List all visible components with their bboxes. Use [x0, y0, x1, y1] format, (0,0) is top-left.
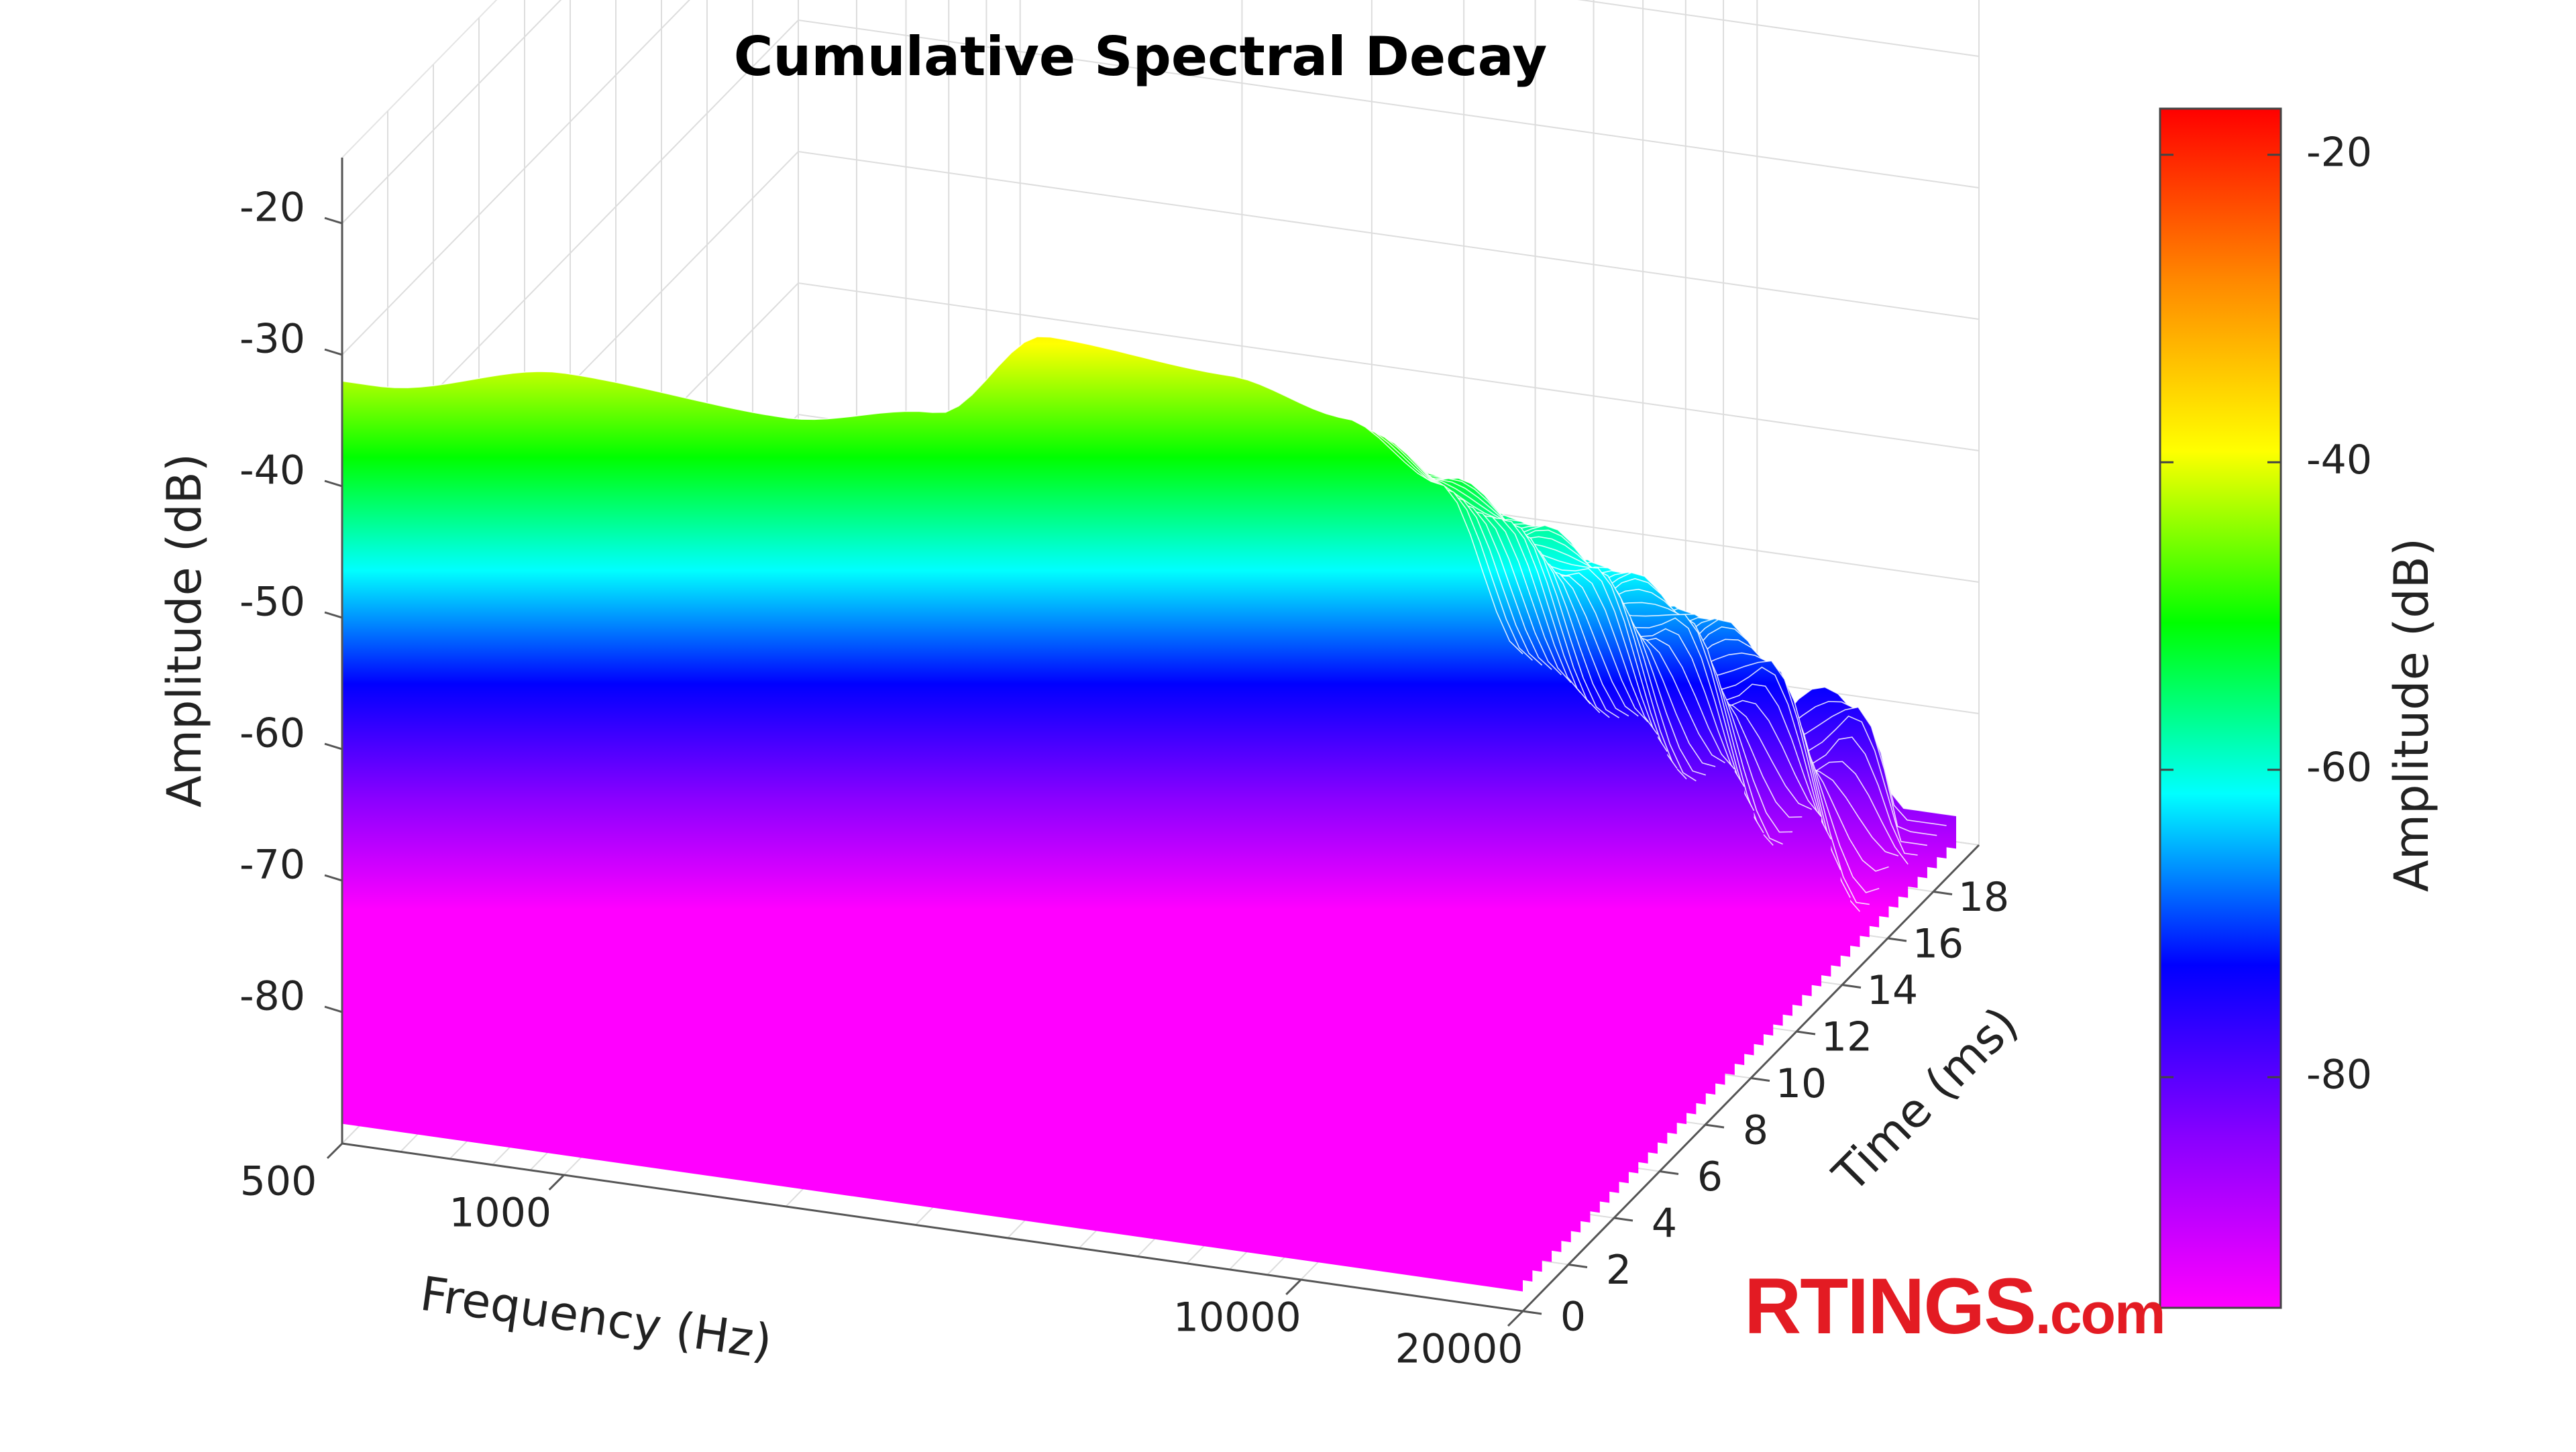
frequency-axis-label: Frequency (Hz)	[417, 1266, 775, 1370]
decay-slice	[342, 336, 1523, 1292]
time-tick-label: 18	[1958, 874, 2009, 921]
colorbar-tick-label: -20	[2306, 129, 2372, 176]
time-tick-label: 6	[1697, 1154, 1723, 1200]
amplitude-axis-label: Amplitude (dB)	[157, 453, 212, 807]
time-tick-label: 14	[1867, 967, 1918, 1014]
time-tick-label: 2	[1606, 1247, 1631, 1294]
chart-title: Cumulative Spectral Decay	[733, 25, 1548, 88]
time-tick-label: 10	[1776, 1060, 1827, 1107]
time-tick-label: 4	[1652, 1200, 1677, 1247]
colorbar: -20 -40 -60 -80 Amplitude (dB)	[2159, 107, 2439, 1309]
time-tick-label: 0	[1560, 1294, 1586, 1341]
time-tick-label: 12	[1821, 1014, 1872, 1061]
amplitude-tick-label: -70	[239, 842, 305, 889]
amplitude-tick-label: -40	[239, 447, 305, 494]
colorbar-gradient	[2159, 107, 2282, 1309]
time-tick-label: 16	[1913, 921, 1964, 968]
amplitude-tick-label: -20	[239, 184, 305, 231]
rtings-logo: RTINGS.com	[1744, 1261, 2166, 1352]
amplitude-tick-label: -60	[239, 710, 305, 757]
decay-slice-line	[341, 336, 1523, 655]
frequency-tick-label: 20000	[1395, 1326, 1523, 1373]
frequency-tick-label: 1000	[449, 1190, 551, 1237]
frequency-tick-label: 500	[240, 1158, 317, 1205]
frequency-axis	[341, 1142, 1523, 1313]
surface	[341, 336, 1957, 1292]
amplitude-tick-label: -80	[239, 973, 305, 1020]
colorbar-tick-label: -80	[2306, 1052, 2372, 1099]
colorbar-label: Amplitude (dB)	[2384, 538, 2439, 892]
amplitude-tick-label: -30	[239, 316, 305, 363]
time-tick-label: 8	[1743, 1107, 1768, 1154]
logo-suffix: .com	[2035, 1282, 2166, 1346]
frequency-tick-label: 10000	[1173, 1294, 1301, 1341]
colorbar-tick-label: -60	[2306, 744, 2372, 791]
amplitude-tick-label: -50	[239, 579, 305, 626]
logo-brand: RTINGS	[1744, 1262, 2037, 1351]
colorbar-tick-label: -40	[2306, 437, 2372, 484]
